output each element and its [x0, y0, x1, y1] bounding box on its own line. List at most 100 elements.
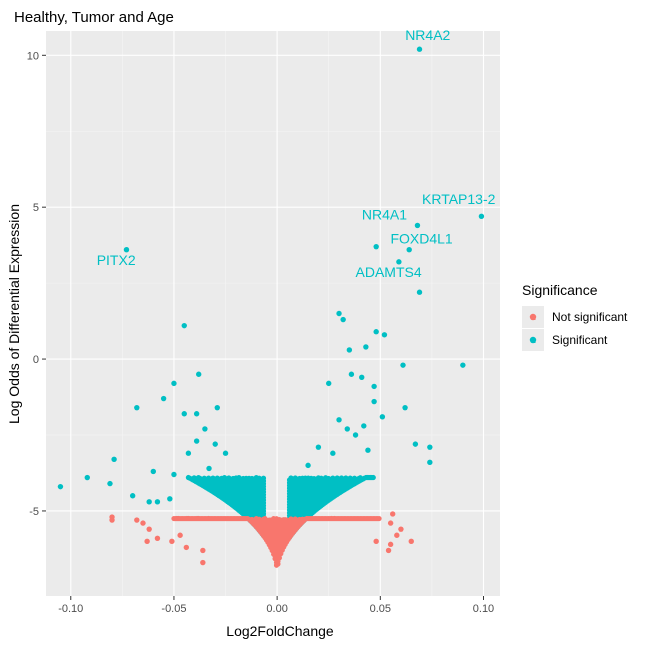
significant-point	[305, 462, 311, 469]
significant-point	[193, 411, 200, 417]
y-axis-ticks: -5 0 5 10	[27, 50, 46, 518]
significant-point	[373, 329, 379, 335]
significant-cloud-left	[185, 474, 267, 539]
significant-point	[196, 371, 202, 377]
not-significant-point	[146, 526, 152, 532]
legend-key-point	[529, 313, 537, 321]
significant-point	[160, 395, 167, 402]
significant-point	[359, 374, 365, 380]
bulk-points-cloud	[171, 474, 382, 568]
significant-point	[336, 310, 342, 317]
legend-label: Significant	[552, 333, 608, 347]
significant-point	[107, 480, 113, 487]
legend: Significance a Not significant a Significan…	[522, 282, 628, 351]
y-axis-title: Log Odds of Differential Expression	[6, 204, 22, 424]
significant-point	[167, 496, 173, 502]
significant-point	[336, 417, 342, 423]
significant-point	[129, 493, 136, 499]
significant-point	[146, 499, 152, 505]
significant-point	[150, 468, 157, 475]
x-axis-title: Log2FoldChange	[226, 623, 334, 639]
significant-point	[381, 332, 388, 338]
significant-point	[416, 46, 423, 52]
not-significant-point	[169, 538, 175, 545]
panel-background	[46, 31, 500, 596]
not-significant-point	[398, 526, 404, 532]
significant-point	[111, 456, 117, 463]
significant-point	[326, 380, 332, 387]
significant-point	[214, 404, 220, 411]
not-significant-point	[144, 538, 150, 545]
plot-title: Healthy, Tumor and Age	[14, 9, 174, 26]
significant-point	[181, 411, 187, 417]
significant-point	[171, 380, 177, 387]
not-significant-point	[387, 520, 394, 526]
significant-point	[363, 344, 369, 350]
not-significant-point	[408, 538, 414, 545]
y-tick-label: 0	[33, 354, 39, 366]
gene-labels: NR4A2 KRTAP13-2 NR4A1 FOXD4L1 PITX2 ADAMTS4	[97, 27, 496, 280]
gene-label: NR4A1	[362, 206, 407, 222]
not-significant-point	[373, 538, 379, 545]
x-tick-label: -0.10	[58, 603, 83, 615]
legend-key-glyph: a	[530, 312, 536, 322]
not-significant-cloud	[171, 515, 382, 568]
significant-point	[154, 499, 161, 505]
legend-title: Significance	[522, 282, 598, 298]
y-tick-label: 5	[33, 202, 39, 214]
significant-point	[348, 371, 355, 377]
significant-point	[371, 398, 377, 405]
significant-point	[416, 289, 423, 295]
significant-point	[371, 383, 377, 390]
not-significant-point	[387, 541, 394, 548]
gridlines	[46, 31, 500, 596]
significant-point	[427, 444, 433, 450]
significant-point	[379, 414, 386, 420]
significant-point	[396, 259, 402, 265]
x-axis-ticks: -0.10 -0.05 0.00 0.05 0.10	[58, 596, 494, 615]
significant-point	[460, 362, 466, 368]
significant-point	[406, 247, 412, 253]
significant-point	[330, 450, 336, 456]
significant-point	[346, 347, 353, 353]
plot-panel	[46, 31, 500, 596]
significant-point	[414, 222, 421, 229]
not-significant-point	[177, 532, 183, 538]
not-significant-point	[385, 547, 392, 554]
significant-point	[171, 471, 177, 478]
significant-point	[123, 247, 130, 253]
legend-entries: a Not significant a Significant	[522, 306, 628, 351]
gene-label: FOXD4L1	[390, 231, 452, 247]
legend-key-point	[529, 336, 537, 344]
not-significant-point	[394, 532, 400, 538]
y-tick-label: -5	[29, 506, 39, 518]
x-tick-label: -0.05	[161, 603, 186, 615]
significant-point	[134, 404, 140, 411]
significant-point	[412, 441, 419, 447]
x-tick-label: 0.00	[266, 603, 287, 615]
not-significant-point	[200, 547, 206, 554]
significant-point	[344, 426, 350, 432]
not-significant-point	[140, 520, 146, 526]
significant-point	[212, 441, 218, 447]
gene-label: KRTAP13-2	[422, 191, 496, 207]
x-tick-label: 0.10	[473, 603, 494, 615]
significant-point	[402, 404, 408, 411]
gene-label: NR4A2	[405, 27, 450, 43]
significant-point	[202, 426, 208, 432]
legend-key-glyph: a	[530, 335, 536, 345]
significant-point	[352, 432, 359, 438]
not-significant-point	[200, 559, 206, 566]
significant-point	[340, 316, 346, 323]
not-significant-point	[154, 535, 161, 541]
significant-point	[181, 322, 187, 329]
significant-point	[365, 447, 371, 453]
y-tick-label: 10	[27, 50, 39, 62]
significant-point	[206, 465, 212, 472]
significant-point	[373, 243, 379, 250]
data-points	[57, 46, 485, 566]
significant-point	[84, 474, 90, 481]
significant-point	[427, 459, 433, 466]
